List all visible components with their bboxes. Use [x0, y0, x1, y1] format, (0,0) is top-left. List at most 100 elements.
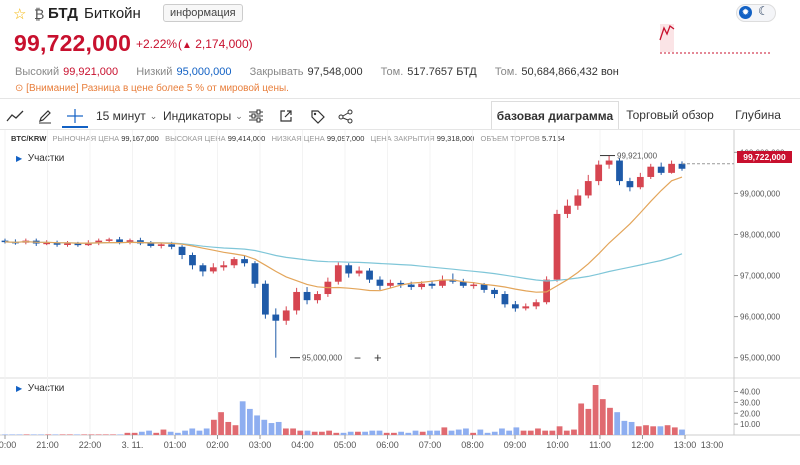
candle-body — [636, 176, 644, 188]
tag-icon[interactable] — [310, 103, 325, 129]
volume-bar — [513, 427, 520, 435]
price-chart[interactable]: 100,000,00099,000,00098,000,00097,000,00… — [0, 130, 800, 465]
indicators-dropdown[interactable]: Индикаторы ⌄ — [163, 103, 243, 129]
x-tick-label: 20:00 — [0, 440, 16, 450]
x-tick-label: 08:00 — [461, 440, 484, 450]
pencil-draw-icon[interactable] — [37, 103, 53, 129]
x-tick-label: 01:00 — [164, 440, 187, 450]
close-label: Закрывать — [249, 66, 304, 78]
zoom-in-button[interactable]: + — [374, 350, 382, 365]
candle-body — [53, 242, 61, 245]
volume-bar — [225, 421, 232, 435]
divider — [0, 129, 800, 130]
volume-bar — [23, 434, 30, 435]
light-theme-sun-icon[interactable]: ✹ — [739, 6, 752, 19]
high-label: Высокий — [15, 66, 60, 78]
candle-body — [376, 279, 384, 286]
volume-bar — [74, 434, 80, 435]
candle-body — [199, 265, 207, 272]
volume-bar — [571, 429, 577, 435]
candle-body — [480, 284, 488, 290]
candle-body — [470, 284, 478, 287]
close-price-value: 99,318,000 — [436, 134, 475, 143]
candle-body — [605, 160, 613, 165]
candle-body — [678, 163, 686, 169]
candle-body — [209, 267, 217, 272]
candle-body — [668, 163, 675, 173]
dark-theme-moon-icon[interactable]: ☾ — [758, 4, 769, 18]
candle-body — [168, 244, 176, 247]
volume-bar — [527, 430, 534, 435]
tab-depth[interactable]: Глубина — [735, 107, 781, 122]
candle-body — [522, 306, 530, 309]
current-price-label: 99,722,000 — [737, 151, 792, 163]
x-tick-label: 06:00 — [376, 440, 399, 450]
volume-bar — [671, 427, 678, 435]
volume-bar — [419, 431, 426, 435]
volume-bar — [607, 407, 613, 435]
candle-body — [230, 259, 238, 266]
volume-tick-label: 30.00 — [740, 398, 761, 407]
volume-bar — [131, 432, 138, 435]
volume-label: Том. — [380, 66, 404, 78]
interval-label: 15 минут — [96, 109, 146, 123]
candle-body — [95, 240, 103, 244]
info-button[interactable]: информация — [163, 4, 243, 22]
settings-sliders-icon[interactable] — [248, 103, 264, 129]
volume-bar — [621, 420, 628, 435]
volume-bar — [66, 434, 73, 435]
price-warning: ⊙ [Внимание] Разница в цене более 5 % от… — [15, 83, 289, 94]
price-stats: Высокий 99,921,000 Низкий 95,000,000 Закры… — [15, 66, 634, 78]
volume-bar — [189, 428, 196, 435]
low-label: Низкий — [136, 66, 173, 78]
candle-body — [251, 263, 259, 284]
trendline-tool-icon[interactable] — [6, 103, 24, 129]
volume-bar — [542, 430, 549, 435]
volume-bar — [463, 428, 469, 435]
volume-bar — [38, 434, 44, 435]
tab-basic-chart[interactable]: базовая диаграмма — [491, 101, 619, 129]
y-tick-label: 95,000,000 — [740, 354, 781, 363]
bitcoin-icon: ₿ — [34, 6, 45, 22]
candle-body — [647, 166, 655, 177]
crosshair-icon[interactable] — [63, 103, 87, 129]
volume-bar — [275, 421, 282, 435]
y-tick-label: 99,000,000 — [740, 189, 781, 198]
volume-bar — [232, 425, 239, 435]
market-price-label: РЫНОЧНАЯ ЦЕНА — [52, 134, 120, 143]
share-icon[interactable] — [338, 103, 353, 129]
candle-body — [116, 239, 123, 243]
popout-window-icon[interactable] — [279, 103, 293, 129]
volume-bar — [635, 426, 642, 435]
interval-dropdown[interactable]: 15 минут ⌄ — [96, 103, 157, 129]
volume-bar — [441, 427, 448, 435]
candle-body — [178, 246, 186, 255]
volume-bar — [664, 425, 671, 435]
volume-bar — [477, 429, 484, 435]
favorite-star-icon[interactable]: ☆ — [13, 6, 27, 23]
volume-bar — [412, 430, 419, 435]
candle-body — [345, 265, 353, 274]
x-tick-label: 10:00 — [546, 440, 569, 450]
candle-body — [241, 259, 248, 264]
volume-bar — [347, 431, 354, 435]
current-price: 99,722,000 — [14, 30, 132, 56]
high-marker-label: 99,921,000 — [617, 152, 658, 161]
volume-bar — [203, 428, 210, 435]
candle-body — [418, 283, 426, 288]
volume-bar — [491, 431, 498, 435]
candle-body — [491, 289, 498, 295]
price-pane-legend[interactable]: ▶ Участки — [16, 153, 65, 164]
volume-bar — [405, 432, 412, 435]
volume-bar — [679, 429, 685, 435]
x-tick-label: 22:00 — [79, 440, 102, 450]
tab-trading-overview[interactable]: Торговый обзор — [626, 107, 714, 122]
volume-bar — [333, 432, 340, 435]
volume-pane-legend[interactable]: ▶ Участки — [16, 383, 65, 394]
candle-body — [261, 283, 269, 315]
volume-bar — [643, 425, 649, 435]
volume-bar — [9, 434, 16, 435]
zoom-out-button[interactable]: − — [354, 351, 362, 365]
volume-bar — [563, 430, 570, 435]
volume-bar — [124, 432, 131, 435]
